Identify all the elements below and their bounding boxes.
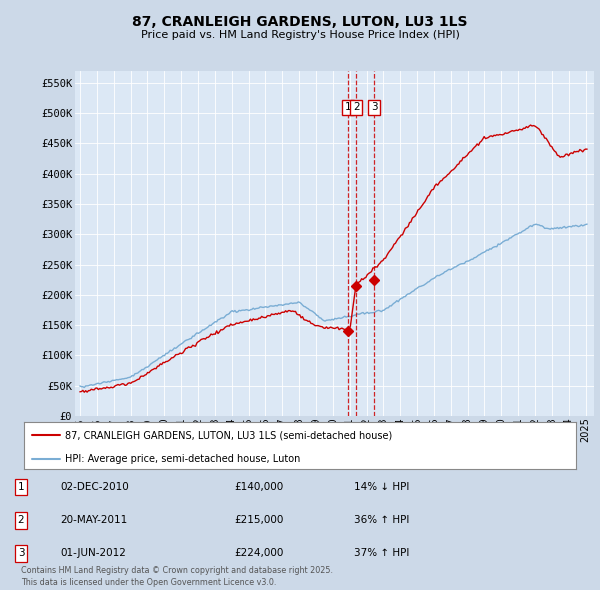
Text: 01-JUN-2012: 01-JUN-2012: [60, 549, 126, 558]
Text: £140,000: £140,000: [234, 482, 283, 491]
Text: 14% ↓ HPI: 14% ↓ HPI: [354, 482, 409, 491]
Text: £224,000: £224,000: [234, 549, 283, 558]
Text: 1: 1: [345, 102, 352, 112]
Text: Price paid vs. HM Land Registry's House Price Index (HPI): Price paid vs. HM Land Registry's House …: [140, 30, 460, 40]
Text: 3: 3: [17, 549, 25, 558]
Text: 1: 1: [17, 482, 25, 491]
Text: 37% ↑ HPI: 37% ↑ HPI: [354, 549, 409, 558]
Text: 36% ↑ HPI: 36% ↑ HPI: [354, 516, 409, 525]
Text: 02-DEC-2010: 02-DEC-2010: [60, 482, 129, 491]
Text: £215,000: £215,000: [234, 516, 283, 525]
Text: 3: 3: [371, 102, 377, 112]
Text: Contains HM Land Registry data © Crown copyright and database right 2025.
This d: Contains HM Land Registry data © Crown c…: [21, 566, 333, 587]
Text: 2: 2: [353, 102, 359, 112]
Text: 2: 2: [17, 516, 25, 525]
Text: HPI: Average price, semi-detached house, Luton: HPI: Average price, semi-detached house,…: [65, 454, 301, 464]
Text: 87, CRANLEIGH GARDENS, LUTON, LU3 1LS (semi-detached house): 87, CRANLEIGH GARDENS, LUTON, LU3 1LS (s…: [65, 430, 392, 440]
Text: 20-MAY-2011: 20-MAY-2011: [60, 516, 127, 525]
Text: 87, CRANLEIGH GARDENS, LUTON, LU3 1LS: 87, CRANLEIGH GARDENS, LUTON, LU3 1LS: [132, 15, 468, 29]
